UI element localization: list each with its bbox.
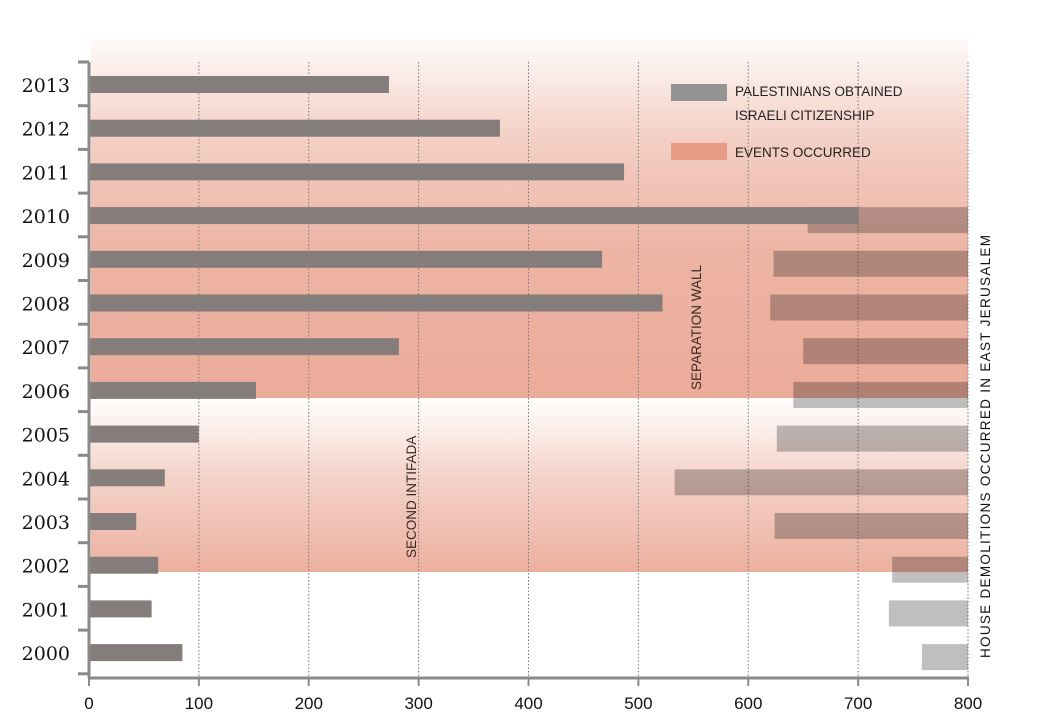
x-tick-label-800: 800: [954, 694, 982, 713]
x-tick-label-0: 0: [84, 694, 93, 713]
citizenship-bar-2007: [89, 338, 399, 356]
citizenship-bar-2004: [89, 469, 165, 487]
y-tick-label-2003: 2003: [22, 512, 70, 534]
demolition-bar-2004: [674, 469, 968, 496]
citizenship-bar-2008: [89, 294, 663, 312]
legend-label-events: EVENTS OCCURRED: [735, 145, 871, 160]
x-tick-label-300: 300: [404, 694, 432, 713]
y-tick-label-2011: 2011: [22, 162, 70, 184]
y-tick-label-2002: 2002: [22, 556, 70, 578]
annotation-separation-wall: SEPARATION WALL: [689, 264, 704, 390]
demolition-bar-2003: [774, 513, 968, 539]
citizenship-bar-2012: [89, 119, 500, 137]
citizenship-bar-2009: [89, 250, 603, 268]
demolition-bar-2007: [803, 338, 968, 365]
x-tick-label-400: 400: [514, 694, 542, 713]
citizenship-bar-2002: [89, 556, 159, 574]
legend-label-citizenship-1: PALESTINIANS OBTAINED: [735, 84, 903, 99]
y-tick-label-2012: 2012: [22, 119, 70, 141]
demolition-bar-2000: [921, 644, 968, 671]
citizenship-bar-2000: [89, 644, 183, 662]
demolition-bar-2006: [793, 381, 968, 408]
legend-label-citizenship-2: ISRAELI CITIZENSHIP: [735, 108, 875, 123]
x-tick-label-600: 600: [734, 694, 762, 713]
demolition-bar-2008: [770, 294, 968, 321]
citizenship-bar-2013: [89, 76, 389, 93]
demolition-bar-2001: [888, 600, 968, 627]
y-tick-label-2001: 2001: [22, 599, 70, 621]
y-tick-label-2006: 2006: [22, 381, 70, 403]
x-tick-label-100: 100: [185, 694, 213, 713]
y-tick-label-2007: 2007: [22, 337, 70, 359]
x-tick-label-700: 700: [844, 694, 872, 713]
citizenship-bar-2001: [89, 600, 152, 618]
right-axis-label: HOUSE DEMOLITIONS OCCURRED IN EAST JERUS…: [978, 235, 993, 658]
y-tick-label-2008: 2008: [22, 294, 70, 316]
citizenship-bar-2011: [89, 163, 625, 181]
citizenship-bar-2003: [89, 513, 137, 530]
y-tick-label-2004: 2004: [22, 468, 70, 490]
x-tick-label-500: 500: [624, 694, 652, 713]
demolition-bar-2005: [776, 425, 968, 452]
y-tick-label-2000: 2000: [22, 643, 70, 665]
legend-swatch-citizenship: [671, 84, 727, 101]
y-tick-label-2010: 2010: [22, 206, 70, 228]
citizenship-bar-2005: [89, 425, 199, 443]
y-tick-label-2009: 2009: [22, 250, 70, 272]
demolition-bar-2002: [892, 556, 968, 583]
annotation-second-intifada: SECOND INTIFADA: [404, 436, 419, 558]
citizenship-bar-2010: [89, 207, 859, 225]
x-tick-label-200: 200: [295, 694, 323, 713]
y-tick-label-2013: 2013: [22, 75, 70, 97]
demolition-bar-2009: [773, 250, 968, 277]
legend-swatch-events: [671, 143, 727, 160]
citizenship-bar-2006: [89, 381, 257, 399]
y-tick-label-2005: 2005: [22, 425, 70, 447]
